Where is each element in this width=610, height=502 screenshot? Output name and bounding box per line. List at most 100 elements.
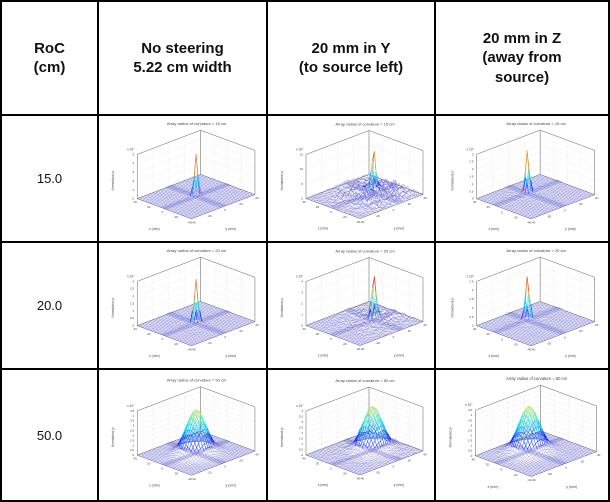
svg-text:Array radius of curvature = 50: Array radius of curvature = 50 cm — [335, 378, 395, 383]
svg-text:Array radius of curvature = 15: Array radius of curvature = 15 cm — [167, 121, 227, 126]
svg-text:y (mm): y (mm) — [565, 354, 576, 358]
svg-text:-20: -20 — [174, 342, 179, 346]
svg-text:y (mm): y (mm) — [225, 354, 236, 358]
svg-text:4: 4 — [133, 161, 135, 165]
svg-text:4: 4 — [301, 409, 303, 413]
svg-text:x 10⁶: x 10⁶ — [296, 148, 304, 152]
svg-text:-20: -20 — [174, 215, 179, 219]
svg-text:40: 40 — [134, 457, 138, 461]
svg-text:20: 20 — [486, 463, 490, 467]
svg-text:1: 1 — [133, 443, 135, 447]
svg-text:y (mm): y (mm) — [394, 483, 405, 487]
svg-text:z (mm): z (mm) — [149, 483, 160, 487]
plot-roc50-steer-z: Array radius of curvature = 50 cm x 10⁷ 0 0… — [436, 370, 608, 500]
svg-text:3: 3 — [133, 424, 135, 428]
svg-text:0: 0 — [393, 208, 395, 212]
svg-text:40: 40 — [302, 200, 306, 204]
svg-text:40: 40 — [473, 327, 477, 331]
svg-text:z (mm): z (mm) — [318, 354, 329, 358]
svg-text:-40: -40 — [187, 477, 192, 481]
svg-text:-20: -20 — [207, 341, 212, 345]
svg-text:15: 15 — [300, 153, 304, 157]
svg-text:0: 0 — [330, 210, 332, 214]
svg-text:-20: -20 — [342, 215, 347, 219]
svg-text:3.5: 3.5 — [468, 418, 473, 422]
svg-text:0: 0 — [501, 337, 503, 341]
svg-text:z (mm): z (mm) — [488, 354, 499, 358]
svg-text:0: 0 — [393, 465, 395, 469]
svg-text:0.5: 0.5 — [130, 316, 135, 320]
plot-roc50-no-steering: Array radius of curvature = 50 cm x 10⁷ 0 0… — [99, 370, 266, 500]
surface-plot: Array radius of curvature = 20 cm x 10⁷ 0 0… — [450, 248, 598, 358]
svg-text:2.5: 2.5 — [469, 279, 474, 283]
svg-text:3.5: 3.5 — [299, 415, 304, 419]
svg-text:0: 0 — [162, 210, 164, 214]
svg-text:0: 0 — [162, 467, 164, 471]
surface-plot: Array radius of curvature = 15 cm x 10⁷ 0 1… — [111, 121, 259, 231]
surface-plot: Array radius of curvature = 15 cm x 10⁶ 0 5… — [280, 122, 427, 231]
svg-text:40: 40 — [302, 457, 306, 461]
svg-text:0: 0 — [472, 324, 474, 328]
svg-text:x 10⁷: x 10⁷ — [127, 147, 135, 151]
plot-roc20-steer-z: Array radius of curvature = 20 cm x 10⁷ 0 0… — [436, 243, 608, 368]
svg-text:20: 20 — [487, 205, 491, 209]
surface-plot: Array radius of curvature = 50 cmx 10⁷00… — [449, 376, 601, 489]
svg-text:Array radius of curvature = 15: Array radius of curvature = 15 cm — [506, 121, 566, 126]
svg-text:0: 0 — [301, 324, 303, 328]
svg-text:z (mm): z (mm) — [318, 483, 329, 487]
svg-text:-20: -20 — [547, 214, 552, 218]
roc-value-15: 15.0 — [2, 116, 97, 241]
svg-text:-20: -20 — [207, 471, 212, 475]
svg-text:-40: -40 — [356, 220, 361, 224]
plot-roc15-steer-y: Array radius of curvature = 15 cm x 10⁶ 0 5… — [268, 116, 434, 241]
svg-text:x 10⁷: x 10⁷ — [127, 274, 135, 278]
svg-text:0: 0 — [330, 337, 332, 341]
surface-plot: Array radius of curvature = 50 cmx 10⁷00… — [111, 378, 259, 488]
svg-text:1.5: 1.5 — [469, 174, 474, 178]
svg-text:y (mm): y (mm) — [225, 227, 236, 231]
svg-text:0: 0 — [224, 335, 226, 339]
svg-text:Array radius of curvature = 20: Array radius of curvature = 20 cm — [506, 248, 566, 253]
svg-text:1: 1 — [301, 442, 303, 446]
svg-text:-40: -40 — [531, 220, 536, 224]
svg-text:-40: -40 — [191, 477, 196, 481]
svg-text:-20: -20 — [547, 341, 552, 345]
svg-text:-20: -20 — [547, 472, 552, 476]
svg-text:Normalized p²: Normalized p² — [111, 298, 115, 318]
svg-text:x 10⁷: x 10⁷ — [296, 404, 304, 408]
svg-text:20: 20 — [147, 462, 151, 466]
svg-text:0: 0 — [471, 454, 473, 458]
svg-text:2: 2 — [133, 294, 135, 298]
plot-roc20-no-steering: Array radius of curvature = 20 cm x 10⁷ 0 0… — [99, 243, 266, 368]
svg-text:-20: -20 — [342, 342, 347, 346]
svg-text:20: 20 — [487, 332, 491, 336]
svg-text:2.5: 2.5 — [469, 160, 474, 164]
svg-text:3: 3 — [301, 291, 303, 295]
svg-text:1.5: 1.5 — [468, 439, 473, 443]
svg-text:y (mm): y (mm) — [225, 483, 236, 487]
svg-text:2: 2 — [472, 167, 474, 171]
svg-text:40: 40 — [423, 323, 427, 327]
svg-text:20: 20 — [316, 332, 320, 336]
svg-text:0: 0 — [133, 324, 135, 328]
svg-text:-40: -40 — [187, 220, 192, 224]
svg-text:z (mm): z (mm) — [318, 227, 329, 231]
svg-text:2: 2 — [133, 179, 135, 183]
svg-text:2.5: 2.5 — [130, 429, 135, 433]
svg-text:4: 4 — [471, 413, 473, 417]
svg-text:Normalized p²: Normalized p² — [450, 170, 454, 191]
svg-text:20: 20 — [408, 202, 412, 206]
plot-roc15-steer-z: Array radius of curvature = 15 cm x 10⁷ 0 0… — [436, 116, 608, 241]
svg-text:20: 20 — [408, 329, 412, 333]
svg-text:-20: -20 — [513, 215, 518, 219]
svg-text:-20: -20 — [376, 214, 381, 218]
svg-text:-40: -40 — [527, 220, 532, 224]
svg-text:3: 3 — [133, 170, 135, 174]
svg-text:40: 40 — [255, 323, 259, 327]
svg-text:Normalized p²: Normalized p² — [280, 427, 284, 447]
svg-text:20: 20 — [579, 202, 583, 206]
svg-text:-40: -40 — [360, 220, 365, 224]
svg-text:-20: -20 — [207, 214, 212, 218]
svg-text:0: 0 — [500, 468, 502, 472]
